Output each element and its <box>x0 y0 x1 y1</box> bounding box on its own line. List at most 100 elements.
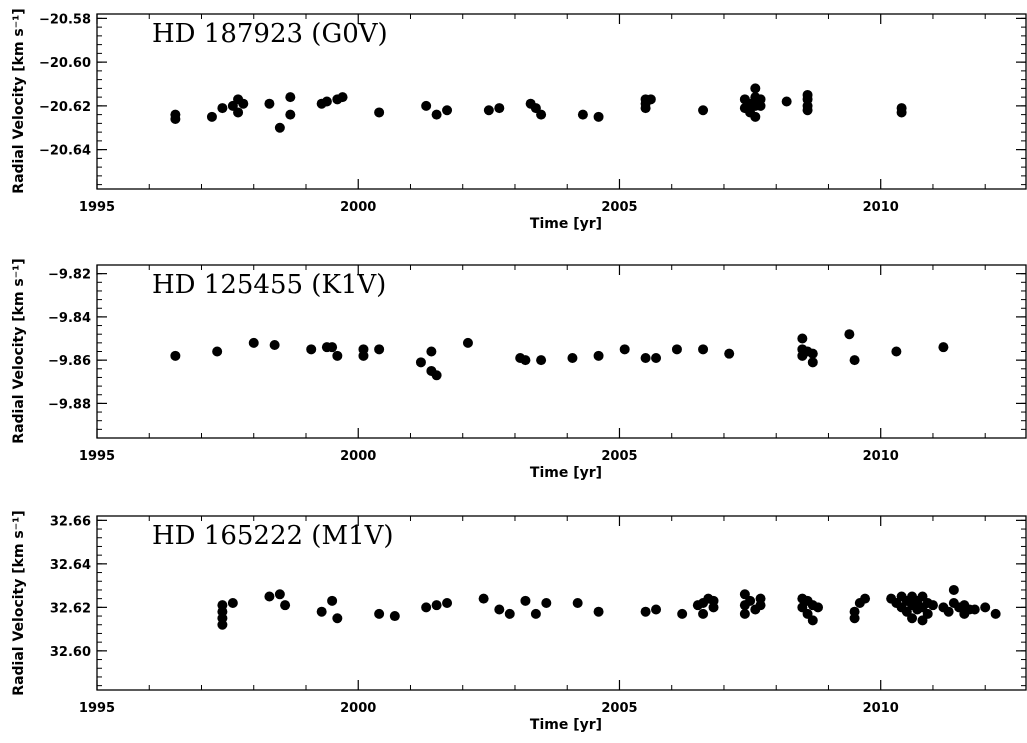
data-point <box>212 346 223 357</box>
data-point <box>536 355 547 366</box>
data-point <box>755 593 766 604</box>
x-tick-label: 2005 <box>601 200 637 215</box>
x-tick-label: 2000 <box>340 701 376 716</box>
data-point <box>332 350 343 361</box>
y-tick-label: 32.60 <box>50 645 91 660</box>
data-point <box>233 107 244 118</box>
data-point <box>483 105 494 116</box>
data-point <box>807 615 818 626</box>
data-point <box>896 107 907 118</box>
data-point <box>227 598 238 608</box>
data-point <box>264 591 275 602</box>
data-point <box>541 598 552 608</box>
data-point <box>274 589 285 600</box>
y-tick-label: −20.64 <box>39 144 91 159</box>
data-point <box>426 346 437 357</box>
data-point <box>415 357 426 368</box>
x-axis-label: Time [yr] <box>530 216 602 232</box>
data-point <box>421 100 432 111</box>
x-tick-label: 2000 <box>340 449 376 464</box>
data-point <box>274 122 285 133</box>
data-point <box>577 109 588 120</box>
data-point <box>645 94 656 105</box>
x-tick-label: 1995 <box>79 701 115 716</box>
data-point <box>807 348 818 359</box>
data-point <box>536 109 547 120</box>
data-point <box>520 355 531 366</box>
plot-frame <box>96 515 1027 691</box>
data-point <box>980 602 991 613</box>
data-point <box>567 352 578 363</box>
data-point <box>802 105 813 116</box>
data-point <box>849 355 860 366</box>
x-tick-label: 1995 <box>79 449 115 464</box>
data-point <box>442 598 453 608</box>
data-point <box>640 103 651 114</box>
data-point <box>462 337 473 348</box>
panel-2: 1995 2000 2005 2010 −9.82 −9.84 −9.86 −9.88 HD 1… <box>11 258 1027 481</box>
data-point <box>206 111 217 122</box>
data-point <box>374 608 385 619</box>
data-point <box>238 98 249 109</box>
plot-frame <box>96 13 1027 190</box>
y-axis-label: Radial Velocity [km s⁻¹] <box>11 510 27 695</box>
panel-1: 1995 2000 2005 2010 −20.58 −20.60 −20.62 −20.64… <box>11 8 1027 232</box>
data-point <box>797 333 808 344</box>
data-point <box>374 344 385 355</box>
y-axis-label: Radial Velocity [km s⁻¹] <box>11 258 27 443</box>
data-point <box>431 370 442 381</box>
y-tick-label: −20.60 <box>39 56 91 71</box>
data-point <box>640 606 651 617</box>
data-point <box>285 92 296 103</box>
data-point <box>593 111 604 122</box>
data-point <box>327 595 338 606</box>
data-point <box>724 348 735 359</box>
x-tick-label: 2010 <box>863 449 899 464</box>
y-tick-label: 32.62 <box>50 601 91 616</box>
data-point <box>708 595 719 606</box>
data-point <box>698 105 709 116</box>
data-point <box>651 604 662 615</box>
data-point <box>813 602 824 613</box>
data-point <box>280 600 291 611</box>
data-point <box>750 83 761 94</box>
data-point <box>948 584 959 595</box>
data-point <box>504 608 515 619</box>
data-point <box>358 350 369 361</box>
data-point <box>248 337 259 348</box>
panel-title: HD 125455 (K1V) <box>152 270 386 300</box>
data-point <box>698 344 709 355</box>
data-point <box>922 608 933 619</box>
data-point <box>170 109 181 120</box>
data-point <box>442 105 453 116</box>
data-point <box>306 344 317 355</box>
data-point <box>421 602 432 613</box>
data-point <box>750 111 761 122</box>
data-point <box>217 103 228 114</box>
data-point <box>285 109 296 120</box>
y-tick-label: 32.64 <box>50 558 91 573</box>
data-point <box>530 608 541 619</box>
data-point <box>374 107 385 118</box>
data-point <box>321 96 332 107</box>
data-point <box>494 103 505 114</box>
data-point <box>807 357 818 368</box>
y-tick-label: −20.62 <box>39 100 91 115</box>
y-tick-label: −9.82 <box>48 268 91 283</box>
data-point <box>572 598 583 608</box>
x-tick-label: 2005 <box>601 449 637 464</box>
data-point <box>927 600 938 611</box>
data-point <box>264 98 275 109</box>
data-point <box>316 606 327 617</box>
y-tick-label: −9.88 <box>48 397 91 412</box>
x-tick-label: 2010 <box>863 701 899 716</box>
data-point <box>844 329 855 340</box>
x-tick-label: 2000 <box>340 200 376 215</box>
data-point <box>677 608 688 619</box>
panel-title: HD 165222 (M1V) <box>152 521 394 551</box>
data-point <box>943 606 954 617</box>
data-point <box>170 350 181 361</box>
data-point <box>860 593 871 604</box>
data-point <box>891 346 902 357</box>
